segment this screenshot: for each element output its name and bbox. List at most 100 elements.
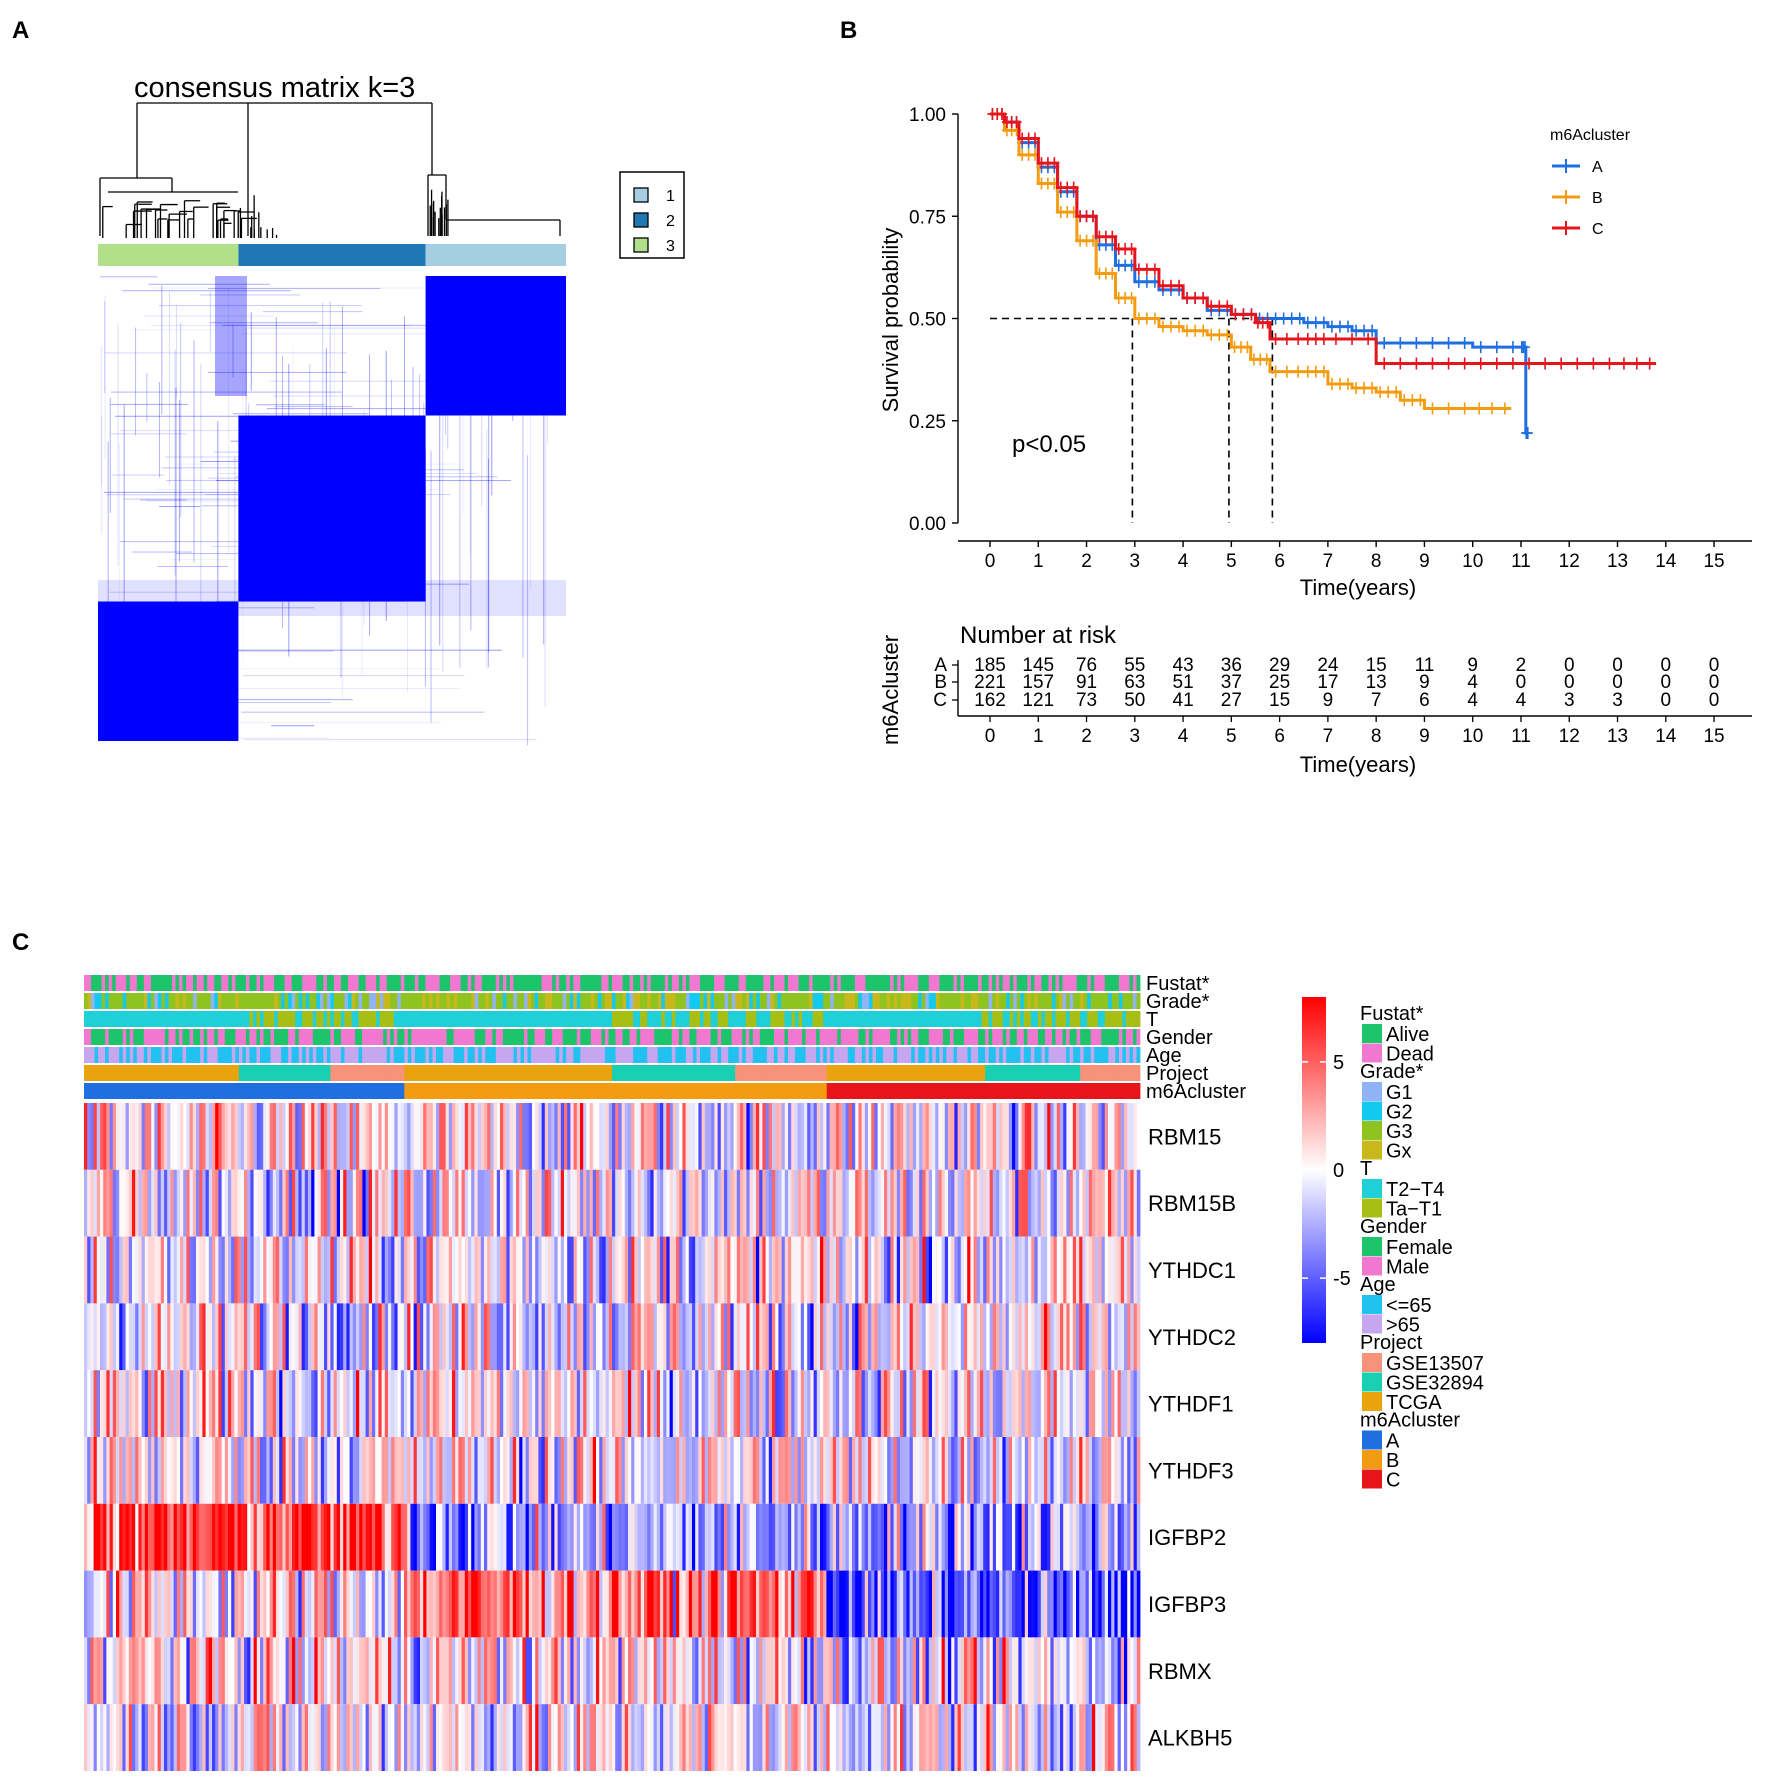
annotation-cell [985, 993, 990, 1009]
annotation-cell [763, 993, 768, 1009]
heatmap-cell [138, 1103, 142, 1170]
annotation-cell [664, 1065, 669, 1081]
annotation-cell [84, 975, 88, 991]
annotation-cell [425, 1083, 430, 1099]
heatmap-row [84, 1370, 1141, 1437]
heatmap-cell [183, 1103, 187, 1170]
heatmap-cell [983, 1169, 987, 1237]
heatmap-cell [244, 1370, 248, 1437]
heatmap-cell [1008, 1303, 1013, 1371]
annotation-cell [967, 993, 972, 1009]
annotation-cell [277, 1029, 282, 1045]
risk-count: 37 [1221, 672, 1242, 693]
heatmap-cell [717, 1103, 722, 1170]
annotation-cell [256, 1083, 261, 1099]
heatmap-cell [980, 1103, 984, 1170]
heatmap-cell [912, 1169, 917, 1237]
heatmap-cell [618, 1103, 622, 1170]
annotation-cell [1059, 993, 1063, 1009]
heatmap-cell [535, 1103, 539, 1170]
heatmap-cell [1104, 1370, 1109, 1437]
consensus-noise [340, 429, 342, 678]
annotation-cell [742, 1029, 747, 1045]
annotation-cell [467, 1047, 472, 1063]
annotation-cell [316, 1047, 321, 1063]
annotation-cell [992, 1029, 997, 1045]
heatmap-cell [285, 1169, 290, 1237]
heatmap-cell [164, 1370, 168, 1437]
consensus-noise [175, 668, 440, 670]
annotation-cell [333, 1029, 338, 1045]
annotation-cell [1009, 1083, 1014, 1099]
heatmap-cell [890, 1236, 894, 1304]
heatmap-cell [100, 1169, 104, 1237]
heatmap-cell [112, 1169, 117, 1237]
censor-mark [1522, 427, 1533, 440]
heatmap-cell [288, 1103, 293, 1170]
heatmap-cell [458, 1503, 462, 1571]
annotation-cell [971, 975, 975, 991]
annotation-cell [295, 1047, 300, 1063]
heatmap-cell [666, 1169, 670, 1237]
consensus-noise [193, 722, 442, 724]
heatmap-cell [839, 1503, 843, 1571]
heatmap-cell [458, 1169, 462, 1237]
annotation-cell [728, 1029, 733, 1045]
annotation-cell [143, 993, 148, 1009]
heatmap-cell [733, 1370, 738, 1437]
annotation-cell [837, 993, 842, 1009]
annotation-cell [844, 1047, 849, 1063]
heatmap-cell [740, 1169, 744, 1237]
annotation-cell [925, 993, 930, 1009]
heatmap-cell [439, 1303, 443, 1371]
heatmap-cell [196, 1236, 200, 1304]
consensus-noise [109, 398, 111, 513]
heatmap-cell [855, 1503, 859, 1571]
heatmap-cell [576, 1370, 581, 1437]
annotation-cell [323, 993, 328, 1009]
annotation-cell [460, 1011, 465, 1027]
heatmap-cell [1053, 1169, 1058, 1237]
annotation-cell [428, 1065, 433, 1081]
annotation-cell [816, 975, 821, 991]
annotation-cell [921, 1083, 926, 1099]
heatmap-cell [87, 1503, 91, 1571]
annotation-cell [608, 1047, 613, 1063]
heatmap-cell [560, 1503, 565, 1571]
annotation-cell [682, 1047, 687, 1063]
heatmap-cell [365, 1103, 370, 1170]
heatmap-cell [212, 1503, 216, 1571]
heatmap-cell [228, 1370, 232, 1437]
heatmap-cell [749, 1169, 754, 1237]
heatmap-cell [714, 1103, 718, 1170]
heatmap-cell [151, 1370, 155, 1437]
risk-count: 4 [1516, 690, 1527, 711]
annotation-cell [647, 1065, 652, 1081]
annotation-cell [953, 993, 958, 1009]
annotation-cell [837, 1083, 842, 1099]
heatmap-cell [496, 1437, 501, 1504]
annotation-cell [485, 1065, 490, 1081]
annotation-cell [112, 1065, 117, 1081]
annotation-cell [326, 1083, 331, 1099]
annotation-cell [759, 975, 764, 991]
heatmap-cell [301, 1370, 306, 1437]
consensus-noise [207, 649, 502, 651]
heatmap-cell [842, 1103, 846, 1170]
annotation-cell [1073, 1011, 1078, 1027]
heatmap-cell [1012, 1303, 1016, 1371]
heatmap-cell [522, 1103, 526, 1170]
annotation-cell [865, 1047, 870, 1063]
km-x-tick-label: 14 [1655, 551, 1677, 572]
heatmap-cell [1111, 1103, 1115, 1170]
heatmap-cell [103, 1236, 107, 1304]
annotation-cell [323, 1065, 328, 1081]
heatmap-cell [541, 1103, 546, 1170]
annotation-cell [397, 1029, 402, 1045]
annotation-cell [640, 1065, 645, 1081]
annotation-cell [742, 975, 747, 991]
annotation-cell [562, 1029, 567, 1045]
annotation-cell [1094, 1029, 1099, 1045]
annotation-cell [351, 993, 356, 1009]
heatmap-cell [308, 1303, 312, 1371]
